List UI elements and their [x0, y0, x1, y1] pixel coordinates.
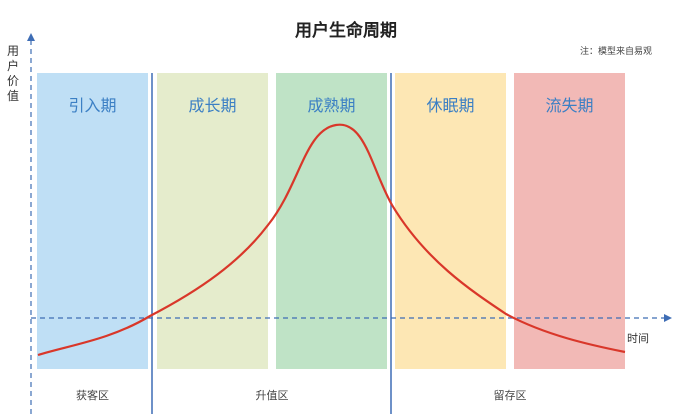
x-axis-label: 时间 [627, 332, 649, 345]
stage-label-intro: 引入期 [68, 96, 117, 115]
zone-label-appreciation: 升值区 [255, 389, 289, 402]
stage-band-churn [514, 73, 625, 369]
value-curve [37, 123, 626, 357]
source-note: 注：模型来自易观 [579, 47, 652, 57]
stage-label-mature: 成熟期 [307, 96, 356, 115]
stage-band-mature [276, 73, 387, 369]
stage-band-intro [37, 73, 148, 369]
stage-band-growth [157, 73, 268, 369]
stage-label-churn: 流失期 [545, 96, 594, 115]
stage-band-dormant [395, 73, 506, 369]
stage-label-dormant: 休眠期 [426, 96, 475, 115]
zone-label-acquisition: 获客区 [76, 389, 109, 402]
y-axis-label: 用户价值 [6, 44, 19, 103]
diagram-title: 用户生命周期 [295, 21, 397, 41]
y-axis-arrow-icon [27, 33, 35, 41]
stage-label-growth: 成长期 [188, 96, 237, 115]
x-axis-arrow-icon [664, 314, 672, 322]
zone-label-retention: 留存区 [493, 389, 527, 402]
